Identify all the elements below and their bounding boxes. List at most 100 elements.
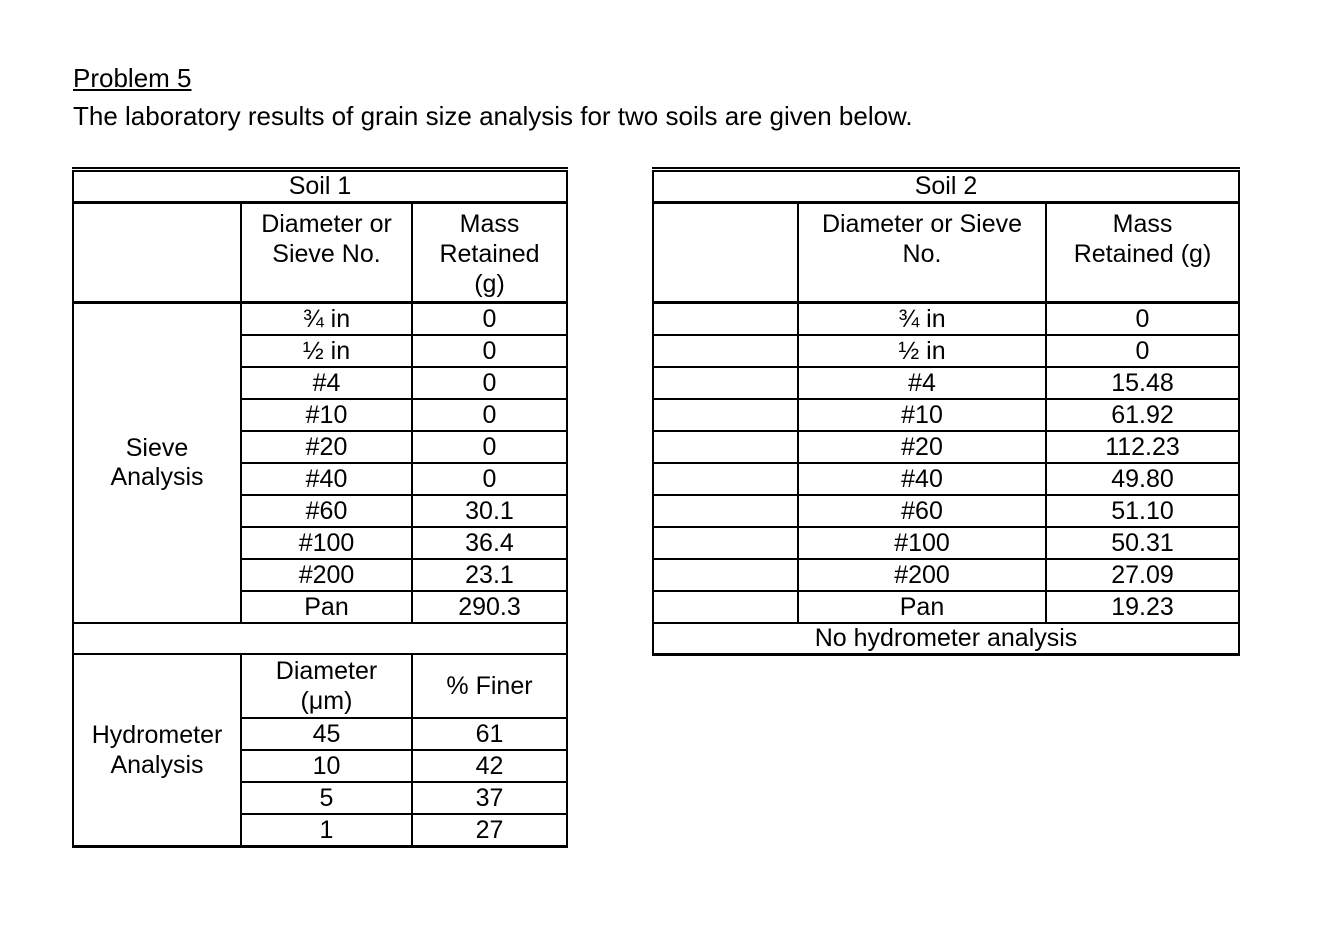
blank-cell bbox=[652, 398, 799, 432]
mass-cell: 0 bbox=[411, 398, 568, 432]
mass-cell: 0 bbox=[1045, 301, 1240, 336]
table-row: ½ in 0 bbox=[73, 334, 568, 368]
header-line: Diameter or bbox=[261, 210, 392, 238]
table-row: Sieve Analysis ¾ in 0 bbox=[72, 301, 568, 624]
sieve-size-cell: #4 bbox=[797, 366, 1047, 400]
sieve-size-cell: Pan bbox=[797, 590, 1047, 624]
sieve-size-cell: #20 bbox=[240, 430, 413, 464]
sieve-size-cell: ½ in bbox=[240, 334, 413, 368]
sieve-size-cell: #10 bbox=[240, 398, 413, 432]
table-row: #200 23.1 bbox=[73, 558, 568, 592]
sieve-size-cell: #20 bbox=[797, 430, 1047, 464]
table-row: #200 27.09 bbox=[652, 558, 1240, 592]
no-hydrometer-note: No hydrometer analysis bbox=[652, 622, 1240, 656]
mass-cell: 0 bbox=[411, 366, 568, 400]
section-label-line: Analysis bbox=[110, 751, 204, 779]
table-row: #4 0 bbox=[73, 366, 568, 400]
table-row: 1 27 bbox=[73, 813, 568, 848]
header-line: Retained (g) bbox=[1073, 240, 1212, 268]
mass-cell: 0 bbox=[1045, 334, 1240, 368]
soil1-title-row: Soil 1 bbox=[72, 168, 568, 204]
section-label-line: Sieve bbox=[125, 434, 189, 462]
table-row: 45 61 bbox=[73, 717, 568, 751]
percent-finer-cell: 42 bbox=[411, 749, 568, 783]
header-line: Retained bbox=[439, 240, 540, 268]
spacer-row bbox=[72, 622, 568, 655]
table-row: #10 61.92 bbox=[652, 398, 1240, 432]
table-row: #100 36.4 bbox=[73, 526, 568, 560]
diameter-cell: 45 bbox=[240, 717, 413, 751]
sieve-size-cell: #10 bbox=[797, 398, 1047, 432]
blank-cell bbox=[652, 590, 799, 624]
soil1-hydrometer-analysis-label: Hydrometer Analysis bbox=[72, 653, 242, 848]
table-row: #20 0 bbox=[73, 430, 568, 464]
section-label-line: Hydrometer bbox=[91, 721, 223, 749]
table-row: Pan 19.23 bbox=[652, 590, 1240, 624]
mass-cell: 61.92 bbox=[1045, 398, 1240, 432]
blank-cell bbox=[652, 366, 799, 400]
soil1-table: Soil 1 Diameter or Sieve No. Mass Retain… bbox=[72, 167, 568, 848]
percent-finer-cell: 37 bbox=[411, 781, 568, 815]
table-row: #100 50.31 bbox=[652, 526, 1240, 560]
header-line: Sieve No. bbox=[272, 240, 381, 268]
sieve-size-cell: #4 bbox=[240, 366, 413, 400]
soil1-title: Soil 1 bbox=[72, 168, 568, 204]
soil2-header-row: Diameter or Sieve No. Mass Retained (g) bbox=[652, 201, 1240, 304]
mass-cell: 19.23 bbox=[1045, 590, 1240, 624]
soil1-header-row: Diameter or Sieve No. Mass Retained (g) bbox=[72, 201, 568, 304]
mass-cell: 23.1 bbox=[411, 558, 568, 592]
sieve-size-cell: #100 bbox=[797, 526, 1047, 560]
header-line: Mass bbox=[1112, 210, 1173, 238]
table-row: #40 49.80 bbox=[652, 462, 1240, 496]
mass-cell: 30.1 bbox=[411, 494, 568, 528]
header-line: Diameter bbox=[275, 657, 378, 685]
header-line: No. bbox=[902, 240, 942, 268]
soil2-note-row: No hydrometer analysis bbox=[652, 622, 1240, 656]
mass-cell: 49.80 bbox=[1045, 462, 1240, 496]
mass-cell: 0 bbox=[411, 430, 568, 464]
soil1-hydrometer-header-row: Hydrometer Analysis Diameter (μm) % Fine… bbox=[72, 653, 568, 848]
soil2-mass-header: Mass Retained (g) bbox=[1045, 201, 1240, 304]
table-row: ½ in 0 bbox=[652, 334, 1240, 368]
mass-cell: 0 bbox=[411, 301, 568, 336]
mass-cell: 0 bbox=[411, 462, 568, 496]
header-line: (μm) bbox=[300, 687, 353, 715]
percent-finer-cell: 61 bbox=[411, 717, 568, 751]
header-line: (g) bbox=[474, 270, 505, 298]
soil2-table: Soil 2 Diameter or Sieve No. Mass Retain… bbox=[652, 167, 1240, 656]
sieve-size-cell: ½ in bbox=[797, 334, 1047, 368]
sieve-size-cell: #60 bbox=[240, 494, 413, 528]
mass-cell: 50.31 bbox=[1045, 526, 1240, 560]
blank-cell bbox=[72, 622, 568, 655]
soil1-hydrometer-diameter-header: Diameter (μm) bbox=[240, 653, 413, 719]
table-row: #60 30.1 bbox=[73, 494, 568, 528]
table-row: 10 42 bbox=[73, 749, 568, 783]
percent-finer-cell: 27 bbox=[411, 813, 568, 848]
page-title: Problem 5 bbox=[73, 63, 192, 93]
blank-cell bbox=[652, 558, 799, 592]
blank-cell bbox=[652, 301, 799, 336]
header-line: Mass bbox=[459, 210, 520, 238]
page-subtitle: The laboratory results of grain size ana… bbox=[73, 101, 913, 131]
sieve-size-cell: #200 bbox=[240, 558, 413, 592]
table-row: ¾ in 0 bbox=[652, 301, 1240, 336]
blank-cell bbox=[652, 201, 799, 304]
sieve-size-cell: #40 bbox=[240, 462, 413, 496]
table-row: #60 51.10 bbox=[652, 494, 1240, 528]
mass-cell: 112.23 bbox=[1045, 430, 1240, 464]
mass-cell: 290.3 bbox=[411, 590, 568, 624]
mass-cell: 27.09 bbox=[1045, 558, 1240, 592]
diameter-cell: 5 bbox=[240, 781, 413, 815]
sieve-size-cell: ¾ in bbox=[797, 301, 1047, 336]
soil1-sieve-analysis-label: Sieve Analysis bbox=[72, 301, 242, 624]
blank-cell bbox=[72, 201, 242, 304]
table-row: 5 37 bbox=[73, 781, 568, 815]
diameter-cell: 10 bbox=[240, 749, 413, 783]
soil2-title: Soil 2 bbox=[652, 168, 1240, 204]
sieve-size-cell: ¾ in bbox=[240, 301, 413, 336]
soil2-title-row: Soil 2 bbox=[652, 168, 1240, 204]
blank-cell bbox=[652, 430, 799, 464]
table-row: Pan 290.3 bbox=[73, 590, 568, 624]
sieve-size-cell: #100 bbox=[240, 526, 413, 560]
blank-cell bbox=[652, 526, 799, 560]
